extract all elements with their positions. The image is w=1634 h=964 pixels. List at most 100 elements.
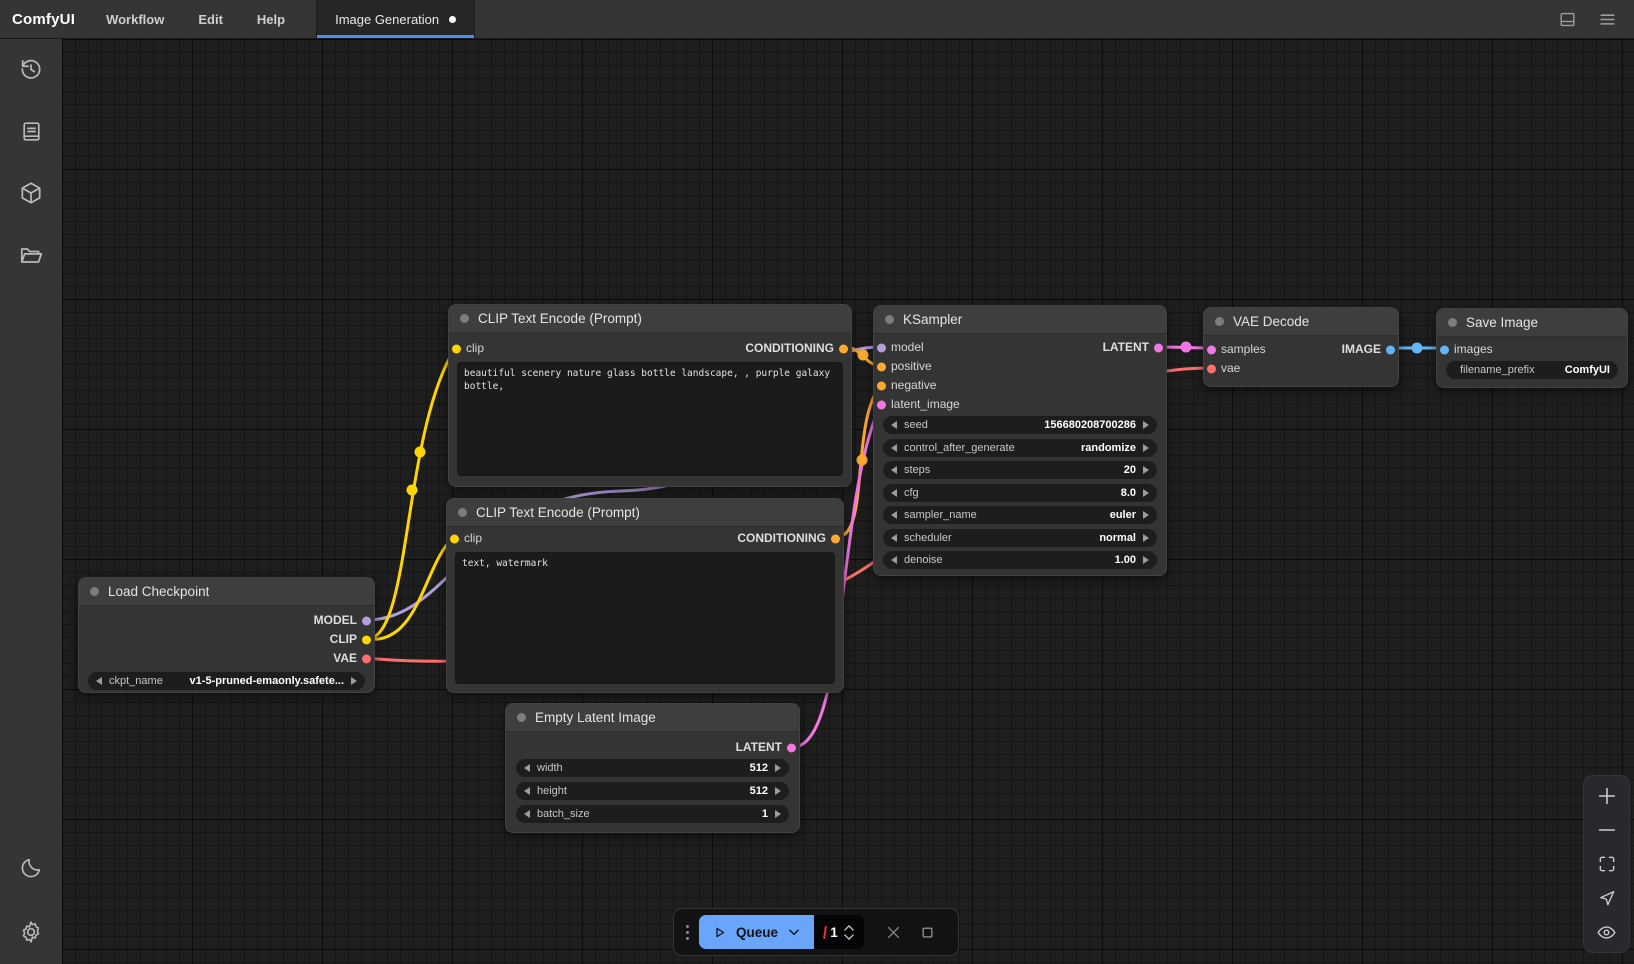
node-canvas[interactable] — [62, 39, 1634, 964]
node-empty-latent-image[interactable]: Empty Latent Image LATENT width 512 heig… — [505, 703, 800, 833]
toggle-link-visibility-icon[interactable] — [1594, 919, 1620, 945]
output-slot-vae[interactable] — [362, 654, 371, 663]
next-value-arrow-icon[interactable] — [775, 810, 781, 818]
queue-log-icon[interactable] — [11, 111, 51, 151]
queue-actionbar[interactable]: Queue 1 — [673, 908, 959, 956]
node-titlebar[interactable]: Save Image — [1437, 309, 1627, 337]
chevron-down-icon[interactable] — [787, 925, 801, 939]
collapse-dot-icon[interactable] — [517, 713, 526, 722]
node-titlebar[interactable]: KSampler — [874, 306, 1166, 334]
theme-moon-icon[interactable] — [11, 847, 51, 887]
output-slot-conditioning[interactable] — [831, 534, 840, 543]
input-slot-samples[interactable] — [1207, 345, 1216, 354]
prompt-text-input[interactable]: beautiful scenery nature glass bottle la… — [457, 362, 843, 476]
collapse-dot-icon[interactable] — [1215, 317, 1224, 326]
next-value-arrow-icon[interactable] — [1143, 511, 1149, 519]
collapse-dot-icon[interactable] — [90, 587, 99, 596]
interrupt-icon[interactable] — [914, 919, 940, 945]
node-titlebar[interactable]: Empty Latent Image — [506, 704, 799, 732]
node-load-checkpoint[interactable]: Load Checkpoint MODEL CLIP VAE ckpt_name… — [78, 577, 375, 693]
history-icon[interactable] — [11, 49, 51, 89]
model-library-icon[interactable] — [11, 173, 51, 213]
output-slot-latent[interactable] — [1154, 343, 1163, 352]
prev-value-arrow-icon[interactable] — [524, 787, 530, 795]
node-titlebar[interactable]: Load Checkpoint — [79, 578, 374, 606]
step-down-icon[interactable] — [843, 933, 854, 940]
batch-count-input[interactable]: 1 — [814, 915, 865, 949]
input-slot-vae[interactable] — [1207, 364, 1216, 373]
next-value-arrow-icon[interactable] — [775, 764, 781, 772]
next-value-arrow-icon[interactable] — [1143, 488, 1149, 497]
next-value-arrow-icon[interactable] — [1143, 421, 1149, 429]
node-vae-decode[interactable]: VAE Decode samples IMAGE vae — [1203, 307, 1399, 387]
input-slot-model[interactable] — [877, 343, 886, 352]
widget-ckpt-name[interactable]: ckpt_name v1-5-pruned-emaonly.safete... — [88, 672, 365, 690]
prev-value-arrow-icon[interactable] — [891, 511, 897, 519]
widget-width[interactable]: width 512 — [516, 759, 789, 777]
drag-handle-icon[interactable] — [686, 924, 689, 940]
widget-sampler-name[interactable]: sampler_name euler — [883, 506, 1157, 524]
node-ksampler[interactable]: KSampler model LATENT positive negative … — [873, 305, 1167, 576]
clear-queue-icon[interactable] — [880, 919, 906, 945]
output-slot-image[interactable] — [1386, 345, 1395, 354]
widget-steps[interactable]: steps 20 — [883, 461, 1157, 479]
prev-value-arrow-icon[interactable] — [891, 488, 897, 497]
input-slot-images[interactable] — [1440, 345, 1449, 354]
workflows-folder-icon[interactable] — [11, 235, 51, 275]
next-value-arrow-icon[interactable] — [1143, 466, 1149, 474]
output-slot-model[interactable] — [362, 616, 371, 625]
prev-value-arrow-icon[interactable] — [891, 466, 897, 474]
widget-control-after-generate[interactable]: control_after_generate randomize — [883, 438, 1157, 457]
pan-cursor-icon[interactable] — [1594, 885, 1620, 911]
menu-workflow[interactable]: Workflow — [106, 11, 165, 27]
next-value-arrow-icon[interactable] — [1143, 533, 1149, 542]
tab-image-generation[interactable]: Image Generation — [316, 0, 476, 38]
prev-value-arrow-icon[interactable] — [891, 556, 897, 564]
widget-height[interactable]: height 512 — [516, 782, 789, 800]
collapse-dot-icon[interactable] — [885, 315, 894, 324]
zoom-in-icon[interactable] — [1594, 783, 1620, 809]
prompt-text-input[interactable]: text, watermark — [455, 552, 835, 684]
input-slot-positive[interactable] — [877, 362, 886, 371]
node-save-image[interactable]: Save Image images filename_prefix ComfyU… — [1436, 308, 1628, 388]
input-slot-negative[interactable] — [877, 381, 886, 390]
queue-button[interactable]: Queue — [699, 915, 815, 949]
menu-help[interactable]: Help — [256, 11, 286, 27]
step-up-icon[interactable] — [843, 924, 854, 931]
collapse-dot-icon[interactable] — [460, 314, 469, 323]
prev-value-arrow-icon[interactable] — [891, 533, 897, 542]
node-clip-text-encode-positive[interactable]: CLIP Text Encode (Prompt) clip CONDITION… — [448, 304, 852, 487]
prev-value-arrow-icon[interactable] — [96, 677, 102, 685]
batch-count-stepper[interactable] — [843, 924, 854, 940]
collapse-dot-icon[interactable] — [1448, 318, 1457, 327]
next-value-arrow-icon[interactable] — [1143, 556, 1149, 564]
widget-scheduler[interactable]: scheduler normal — [883, 528, 1157, 547]
next-value-arrow-icon[interactable] — [1143, 443, 1149, 452]
zoom-out-icon[interactable] — [1594, 817, 1620, 843]
collapse-dot-icon[interactable] — [458, 508, 467, 517]
widget-denoise[interactable]: denoise 1.00 — [883, 551, 1157, 569]
widget-filename-prefix[interactable]: filename_prefix ComfyUI — [1446, 361, 1618, 379]
node-titlebar[interactable]: CLIP Text Encode (Prompt) — [447, 499, 843, 527]
settings-gear-icon[interactable] — [11, 912, 51, 952]
fit-view-icon[interactable] — [1594, 851, 1620, 877]
output-slot-conditioning[interactable] — [839, 344, 848, 353]
toggle-bottom-panel-icon[interactable] — [1554, 6, 1580, 32]
next-value-arrow-icon[interactable] — [775, 787, 781, 795]
widget-seed[interactable]: seed 156680208700286 — [883, 416, 1157, 434]
prev-value-arrow-icon[interactable] — [524, 810, 530, 818]
prev-value-arrow-icon[interactable] — [891, 421, 897, 429]
prev-value-arrow-icon[interactable] — [891, 443, 897, 452]
node-clip-text-encode-negative[interactable]: CLIP Text Encode (Prompt) clip CONDITION… — [446, 498, 844, 693]
node-titlebar[interactable]: CLIP Text Encode (Prompt) — [449, 305, 851, 333]
menu-edit[interactable]: Edit — [198, 11, 223, 27]
output-slot-latent[interactable] — [787, 743, 796, 752]
widget-cfg[interactable]: cfg 8.0 — [883, 483, 1157, 502]
input-slot-clip[interactable] — [450, 534, 459, 543]
input-slot-clip[interactable] — [452, 344, 461, 353]
next-value-arrow-icon[interactable] — [351, 677, 357, 685]
prev-value-arrow-icon[interactable] — [524, 764, 530, 772]
widget-batch-size[interactable]: batch_size 1 — [516, 805, 789, 823]
input-slot-latent-image[interactable] — [877, 400, 886, 409]
output-slot-clip[interactable] — [362, 635, 371, 644]
